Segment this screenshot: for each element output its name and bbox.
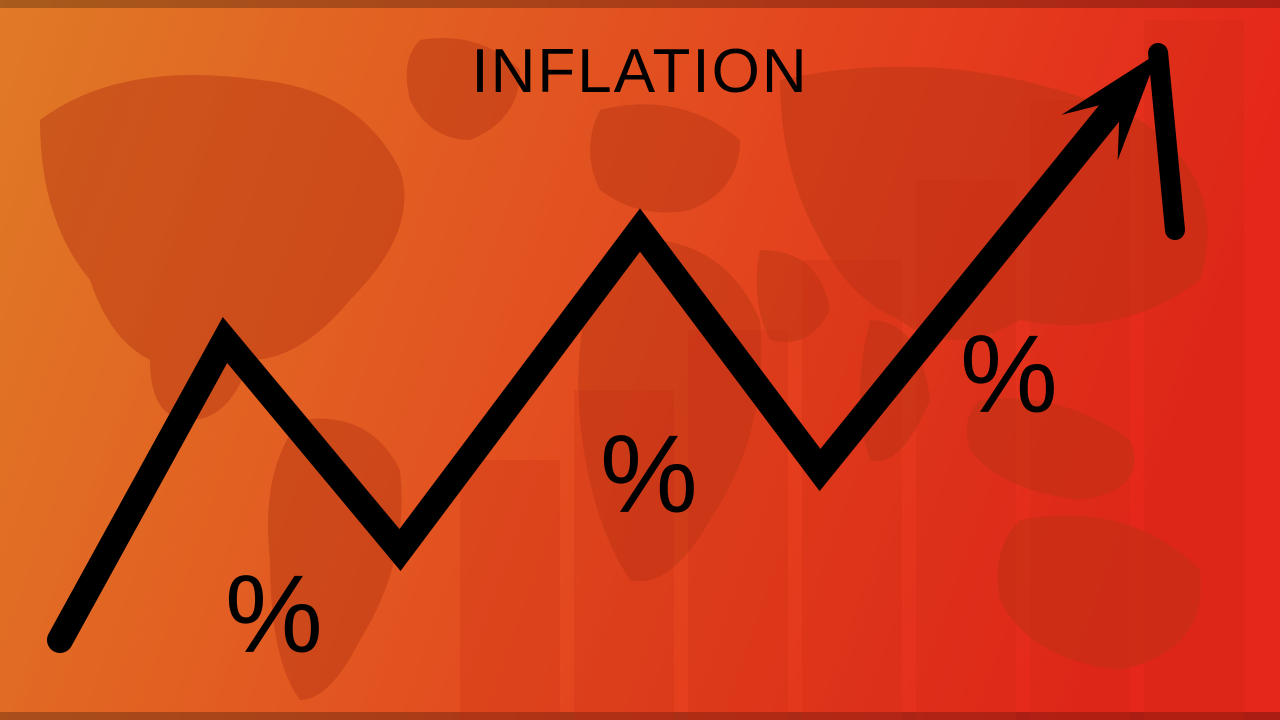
inflation-infographic: INFLATION %%% xyxy=(0,0,1280,720)
trend-arrow-tail xyxy=(1158,53,1175,230)
trend-arrow xyxy=(0,0,1280,720)
percent-symbol: % xyxy=(225,560,323,670)
percent-symbol: % xyxy=(960,320,1058,430)
percent-symbol: % xyxy=(600,420,698,530)
